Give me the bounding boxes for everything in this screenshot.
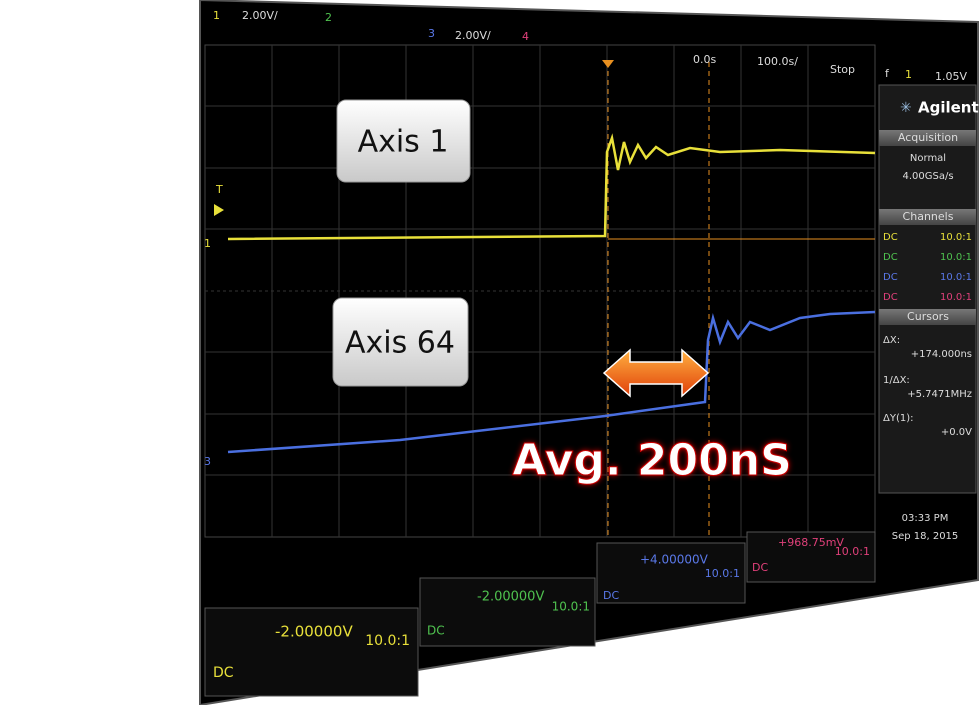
ch4-offset: +968.75mV [778,536,844,549]
ch1-marker: 1 [204,237,211,250]
ch3-coupling: DC [603,589,619,602]
acq-header [879,130,976,146]
cursor-value: +5.7471MHz [907,389,972,400]
ch1-trace [227,133,876,241]
ch2-box [419,577,596,647]
channels-title: Channels [903,210,954,223]
run-state: Stop [830,63,855,76]
cursor-value: +0.0V [941,427,972,438]
ch4-label: 4 [522,30,529,43]
ch2-label: 2 [325,11,332,24]
probe: 10.0:1 [940,292,972,303]
trigger-level: 1.05V [935,70,967,83]
delay-glow: Avg. 200nS [512,435,792,486]
cursors-header [879,309,976,325]
ch4-probe: 10.0:1 [835,545,870,558]
brand: Agilent [918,99,979,117]
delay-arrow [602,348,710,398]
cursor-label: 1/ΔX: [883,375,910,386]
delay-label: Avg. 200nS [512,435,792,486]
coupling: DC [883,232,898,243]
ch1-probe: 10.0:1 [365,633,410,649]
trigger-icon: f [885,67,890,80]
clock-time: 03:33 PM [902,513,949,524]
bezel [199,0,979,705]
clock-date: Sep 18, 2015 [892,531,959,542]
ch3-scale: 2.00V/ [455,29,491,42]
brand-star: ✳ [900,100,912,116]
ch3-offset: +4.00000V [640,553,709,567]
ch2-coupling: DC [427,624,445,638]
axis64-button [332,297,469,387]
trigger-pos [602,60,614,68]
ch2-probe: 10.0:1 [552,600,590,614]
cursor-label: ΔX: [883,335,900,346]
ch3-marker: 3 [204,455,211,468]
trigger-arrow [214,204,224,216]
trigger-channel: 1 [905,68,912,81]
ch4-coupling: DC [752,561,768,574]
trigger-marker: T [215,183,223,196]
probe: 10.0:1 [940,252,972,263]
axis64-label: Axis 64 [345,326,455,361]
time-offset: 0.0s [693,53,716,66]
ch1-label: 1 [213,9,220,22]
ch1-coupling: DC [213,665,234,681]
ch3-trace [227,310,876,454]
time-scale: 100.0s/ [757,55,798,68]
cursor-label: ΔY(1): [883,413,913,424]
ch3-box [596,542,746,604]
ch3-label: 3 [428,27,435,40]
axis1-button [336,99,471,183]
ch3-probe: 10.0:1 [705,567,740,580]
cursors-title: Cursors [907,310,949,323]
ch2-offset: -2.00000V [477,590,544,605]
ch1-scale: 2.00V/ [242,9,278,22]
coupling: DC [883,292,898,303]
acq-title: Acquisition [898,131,958,144]
coupling: DC [883,252,898,263]
ch4-box [746,531,876,583]
ch1-offset: -2.00000V [275,623,353,641]
coupling: DC [883,272,898,283]
probe: 10.0:1 [940,272,972,283]
cursor-value: +174.000ns [911,349,972,360]
axis1-label: Axis 1 [358,125,449,160]
grid [204,44,876,538]
acq-rate: 4.00GSa/s [902,171,953,182]
acq-mode: Normal [910,153,946,164]
probe: 10.0:1 [940,232,972,243]
side-panel [878,84,977,494]
ch1-box [204,607,419,697]
channels-header [879,209,976,225]
